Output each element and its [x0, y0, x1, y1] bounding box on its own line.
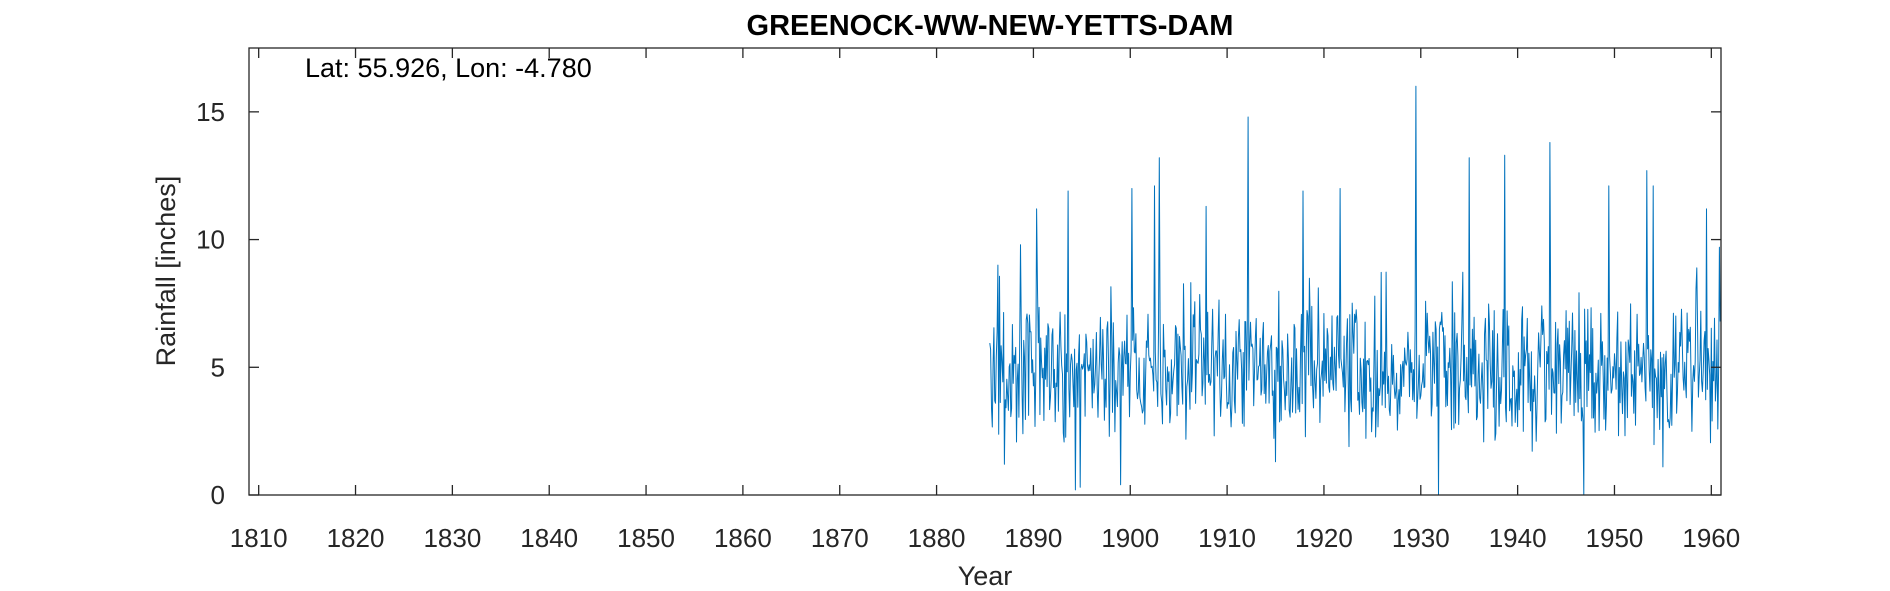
x-tick-label: 1870	[811, 523, 869, 553]
rainfall-line	[989, 85, 1721, 496]
y-tick-label: 10	[196, 225, 225, 255]
x-axis-label: Year	[958, 561, 1013, 591]
x-tick-label: 1880	[908, 523, 966, 553]
x-tick-label: 1910	[1198, 523, 1256, 553]
chart-title: GREENOCK-WW-NEW-YETTS-DAM	[747, 10, 1234, 42]
rainfall-series	[989, 85, 1721, 496]
x-tick-label: 1960	[1682, 523, 1740, 553]
x-tick-label: 1900	[1101, 523, 1159, 553]
x-tick-label: 1920	[1295, 523, 1353, 553]
x-tick-label: 1830	[423, 523, 481, 553]
x-tick-label: 1820	[327, 523, 385, 553]
y-axis-label: Rainfall [inches]	[151, 176, 181, 367]
axis-ticks: 1810 1820 1830 1840 1850 1860 1870 1880 1890 1900…	[196, 48, 1740, 553]
x-tick-label: 1840	[520, 523, 578, 553]
y-tick-label: 5	[211, 352, 225, 382]
x-tick-label: 1890	[1004, 523, 1062, 553]
x-tick-label: 1860	[714, 523, 772, 553]
plot-box	[248, 47, 1722, 496]
y-tick-label: 15	[196, 97, 225, 127]
lat-lon-annotation: Lat: 55.926, Lon: -4.780	[305, 53, 592, 83]
x-tick-label: 1940	[1489, 523, 1547, 553]
x-tick-label: 1930	[1392, 523, 1450, 553]
x-tick-label: 1850	[617, 523, 675, 553]
x-tick-label: 1810	[230, 523, 288, 553]
x-tick-label: 1950	[1586, 523, 1644, 553]
y-tick-label: 0	[211, 480, 225, 510]
